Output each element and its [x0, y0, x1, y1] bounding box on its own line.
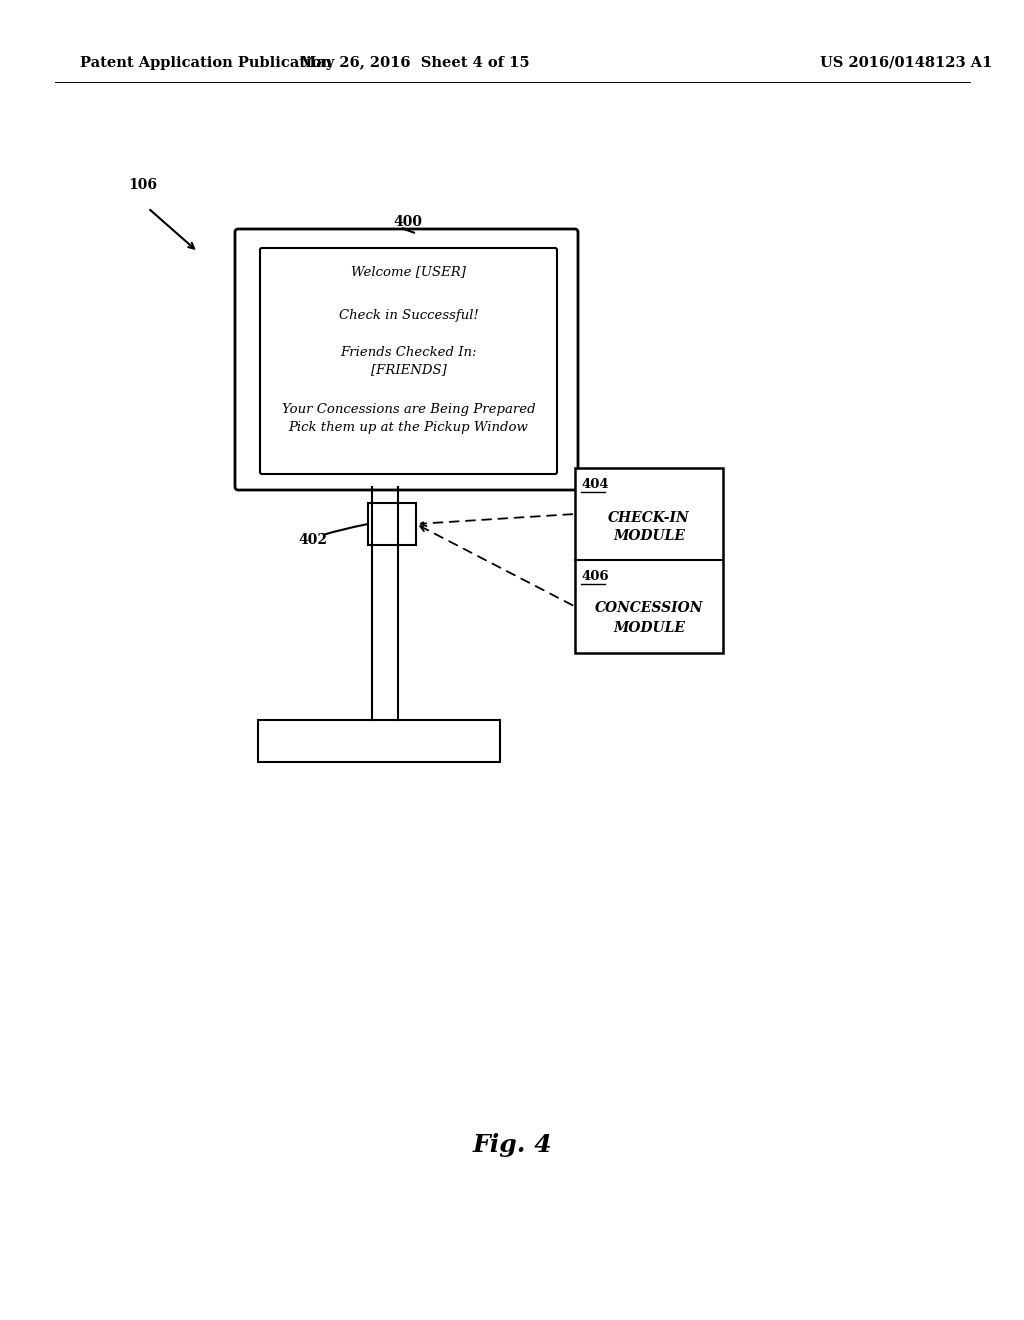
- Bar: [258, 719, 500, 762]
- Text: 106: 106: [128, 178, 157, 191]
- Text: May 26, 2016  Sheet 4 of 15: May 26, 2016 Sheet 4 of 15: [300, 55, 529, 70]
- Text: [FRIENDS]: [FRIENDS]: [371, 363, 446, 376]
- FancyBboxPatch shape: [234, 228, 578, 490]
- Text: 404: 404: [581, 478, 608, 491]
- Text: CHECK-IN: CHECK-IN: [608, 511, 690, 525]
- Text: 400: 400: [393, 215, 422, 228]
- Text: US 2016/0148123 A1: US 2016/0148123 A1: [820, 55, 992, 70]
- Text: Check in Successful!: Check in Successful!: [339, 309, 478, 322]
- Text: Fig. 4: Fig. 4: [472, 1133, 552, 1158]
- Bar: [368, 503, 416, 545]
- Text: 402: 402: [298, 533, 327, 546]
- Bar: [575, 469, 723, 653]
- Text: Your Concessions are Being Prepared: Your Concessions are Being Prepared: [282, 404, 536, 417]
- Text: Welcome [USER]: Welcome [USER]: [351, 265, 466, 279]
- Text: MODULE: MODULE: [613, 529, 685, 543]
- Text: Pick them up at the Pickup Window: Pick them up at the Pickup Window: [289, 421, 528, 434]
- Text: MODULE: MODULE: [613, 620, 685, 635]
- Text: Friends Checked In:: Friends Checked In:: [340, 346, 477, 359]
- Text: CONCESSION: CONCESSION: [595, 601, 703, 615]
- FancyBboxPatch shape: [260, 248, 557, 474]
- Text: Patent Application Publication: Patent Application Publication: [80, 55, 332, 70]
- Text: 406: 406: [581, 570, 608, 583]
